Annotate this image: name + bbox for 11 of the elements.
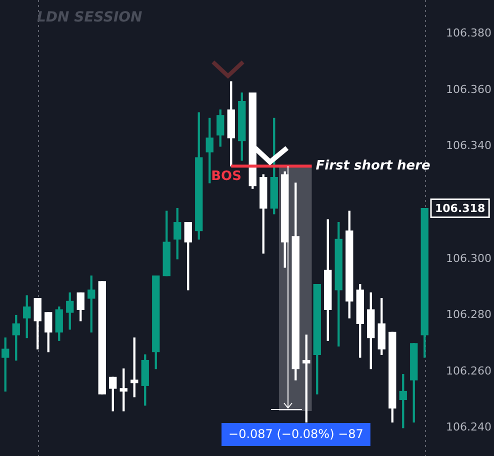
text: 106.318 [435,202,486,216]
y-tick-label: 106.360 [446,82,492,96]
y-tick-label: 106.280 [446,308,492,322]
y-tick-label: 106.260 [446,364,492,378]
y-tick-label: 106.300 [446,252,492,265]
band-label: −0.087 (−0.08%) −87 [228,427,364,442]
annotation: First short here [316,158,431,174]
y-tick-label: 106.340 [446,139,492,152]
ref-line-label: BOS [211,168,242,184]
y-tick-label: 106.240 [446,420,492,434]
y-tick-label: 106.380 [446,26,492,40]
